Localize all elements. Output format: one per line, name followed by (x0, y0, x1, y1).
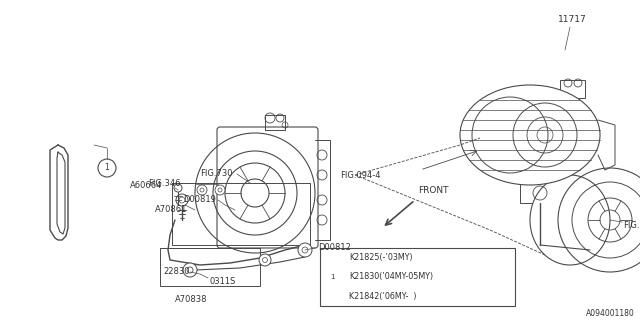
Text: FIG.730: FIG.730 (623, 220, 640, 229)
Text: K21842(’06MY-  ): K21842(’06MY- ) (349, 292, 417, 301)
Bar (160, 248, 260, 286)
Text: A70838: A70838 (175, 295, 207, 305)
Circle shape (324, 269, 340, 285)
Text: FIG.094-4: FIG.094-4 (340, 171, 381, 180)
Circle shape (215, 185, 225, 195)
Circle shape (298, 243, 312, 257)
Ellipse shape (460, 85, 600, 185)
Circle shape (183, 263, 197, 277)
Circle shape (197, 185, 207, 195)
Text: D00812: D00812 (318, 244, 351, 252)
Text: 1: 1 (330, 274, 334, 280)
Circle shape (176, 194, 188, 206)
Text: FIG.346: FIG.346 (148, 179, 180, 188)
Text: FRONT: FRONT (418, 186, 449, 195)
Bar (320, 248, 515, 306)
Text: 22830: 22830 (163, 268, 189, 276)
Text: A70861: A70861 (155, 205, 188, 214)
Text: 11717: 11717 (558, 15, 587, 25)
Bar (560, 80, 585, 98)
Text: A094001180: A094001180 (586, 309, 635, 318)
FancyBboxPatch shape (217, 127, 318, 248)
Circle shape (259, 254, 271, 266)
Text: A60664: A60664 (130, 180, 163, 189)
Text: K21825(-’03MY): K21825(-’03MY) (349, 253, 413, 262)
Text: D00819: D00819 (183, 195, 216, 204)
Circle shape (174, 184, 182, 192)
Text: 0311S: 0311S (210, 277, 236, 286)
Text: 1: 1 (104, 164, 109, 172)
Circle shape (98, 159, 116, 177)
Text: K21830(’04MY-05MY): K21830(’04MY-05MY) (349, 273, 433, 282)
Bar (520, 183, 570, 203)
Text: FIG.730: FIG.730 (200, 169, 232, 178)
Ellipse shape (530, 175, 610, 265)
